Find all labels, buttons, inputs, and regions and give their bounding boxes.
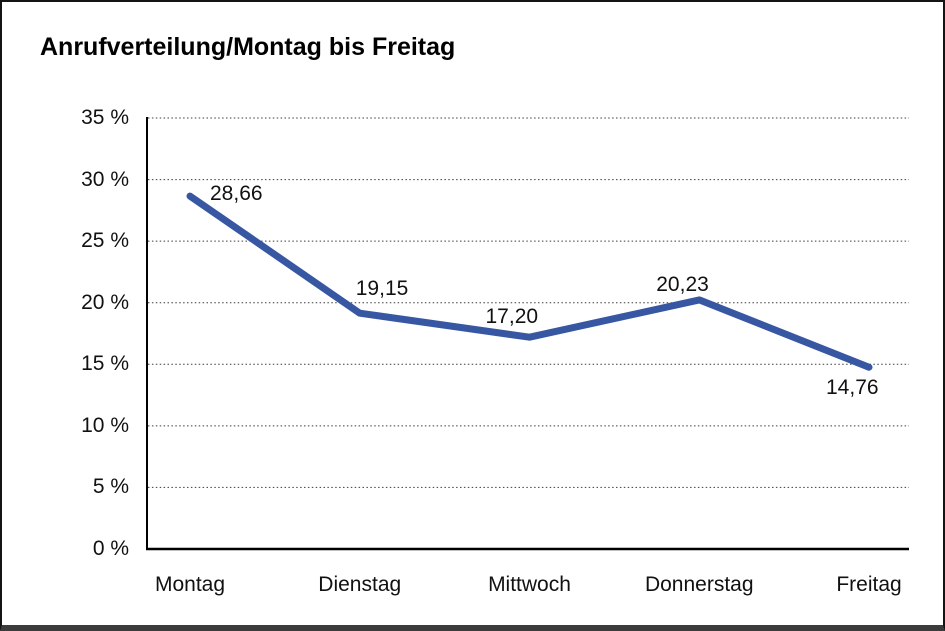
x-axis-category-label: Mittwoch [488,573,571,596]
y-axis-tick-label: 0 % [92,537,129,560]
x-axis-category-label: Freitag [836,573,902,596]
chart-title: Anrufverteilung/Montag bis Freitag [40,33,456,61]
data-point-label: 20,23 [656,272,709,296]
data-series [186,192,873,371]
y-axis-tick-label: 20 % [81,290,129,314]
x-axis-category-label: Montag [154,573,226,596]
axes [146,117,909,551]
data-point-label: 14,76 [826,376,879,400]
gridlines [148,117,909,488]
y-axis-tick-label: 5 % [92,475,129,499]
y-axis-tick-label: 35 % [81,106,129,129]
data-point-label: 17,20 [485,305,539,329]
y-axis-tick-label: 15 % [81,352,129,376]
x-axis-category-label: Dienstag [318,573,402,596]
data-line [186,192,873,371]
y-axis-tick-label: 10 % [81,413,129,437]
data-point-label: 19,15 [355,277,409,301]
data-point-label: 28,66 [210,182,263,206]
y-axis-tick-label: 25 % [81,229,129,253]
y-axis-tick-label: 30 % [81,167,129,191]
x-axis-category-label: Donnerstag [644,573,754,596]
